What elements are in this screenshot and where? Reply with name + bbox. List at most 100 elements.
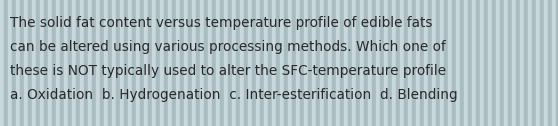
Bar <box>320 0 324 126</box>
Bar <box>168 0 172 126</box>
Bar <box>480 0 484 126</box>
Bar <box>28 0 32 126</box>
Bar <box>48 0 52 126</box>
Bar <box>428 0 432 126</box>
Bar <box>424 0 428 126</box>
Bar <box>436 0 440 126</box>
Bar <box>88 0 92 126</box>
Text: can be altered using various processing methods. Which one of: can be altered using various processing … <box>10 40 446 54</box>
Bar <box>8 0 12 126</box>
Bar <box>500 0 504 126</box>
Bar <box>176 0 180 126</box>
Bar <box>460 0 464 126</box>
Bar <box>184 0 188 126</box>
Bar <box>352 0 356 126</box>
Bar <box>468 0 472 126</box>
Bar <box>220 0 224 126</box>
Bar <box>552 0 556 126</box>
Bar <box>172 0 176 126</box>
Bar <box>340 0 344 126</box>
Bar <box>160 0 164 126</box>
Bar <box>416 0 420 126</box>
Bar <box>152 0 156 126</box>
Bar <box>332 0 336 126</box>
Bar <box>260 0 264 126</box>
Bar <box>512 0 516 126</box>
Bar <box>376 0 380 126</box>
Bar <box>496 0 500 126</box>
Bar <box>232 0 236 126</box>
Bar <box>156 0 160 126</box>
Bar <box>140 0 144 126</box>
Bar <box>92 0 96 126</box>
Bar <box>272 0 276 126</box>
Bar <box>224 0 228 126</box>
Bar <box>348 0 352 126</box>
Bar <box>252 0 256 126</box>
Bar <box>196 0 200 126</box>
Bar <box>228 0 232 126</box>
Bar <box>128 0 132 126</box>
Bar <box>356 0 360 126</box>
Bar <box>4 0 8 126</box>
Text: a. Oxidation  b. Hydrogenation  c. Inter-esterification  d. Blending: a. Oxidation b. Hydrogenation c. Inter-e… <box>10 88 458 102</box>
Bar <box>452 0 456 126</box>
Bar <box>292 0 296 126</box>
Bar <box>248 0 252 126</box>
Bar <box>532 0 536 126</box>
Bar <box>456 0 460 126</box>
Bar <box>112 0 116 126</box>
Bar <box>440 0 444 126</box>
Bar <box>372 0 376 126</box>
Bar <box>124 0 128 126</box>
Bar <box>432 0 436 126</box>
Bar <box>136 0 140 126</box>
Bar <box>104 0 108 126</box>
Bar <box>76 0 80 126</box>
Bar <box>296 0 300 126</box>
Bar <box>516 0 520 126</box>
Bar <box>32 0 36 126</box>
Bar <box>108 0 112 126</box>
Bar <box>444 0 448 126</box>
Bar <box>36 0 40 126</box>
Bar <box>116 0 120 126</box>
Bar <box>164 0 168 126</box>
Bar <box>236 0 240 126</box>
Bar <box>380 0 384 126</box>
Bar <box>476 0 480 126</box>
Bar <box>180 0 184 126</box>
Bar <box>504 0 508 126</box>
Bar <box>280 0 284 126</box>
Bar <box>24 0 28 126</box>
Bar <box>40 0 44 126</box>
Bar <box>64 0 68 126</box>
Bar <box>388 0 392 126</box>
Bar <box>404 0 408 126</box>
Bar <box>52 0 56 126</box>
Bar <box>20 0 24 126</box>
Bar <box>328 0 332 126</box>
Bar <box>448 0 452 126</box>
Bar <box>0 0 4 126</box>
Bar <box>360 0 364 126</box>
Bar <box>12 0 16 126</box>
Bar <box>208 0 212 126</box>
Bar <box>484 0 488 126</box>
Bar <box>72 0 76 126</box>
Bar <box>200 0 204 126</box>
Bar <box>392 0 396 126</box>
Bar <box>524 0 528 126</box>
Bar <box>68 0 72 126</box>
Bar <box>304 0 308 126</box>
Bar <box>256 0 260 126</box>
Bar <box>188 0 192 126</box>
Bar <box>56 0 60 126</box>
Bar <box>412 0 416 126</box>
Bar <box>300 0 304 126</box>
Bar <box>240 0 244 126</box>
Bar <box>396 0 400 126</box>
Bar <box>60 0 64 126</box>
Bar <box>308 0 312 126</box>
Bar <box>408 0 412 126</box>
